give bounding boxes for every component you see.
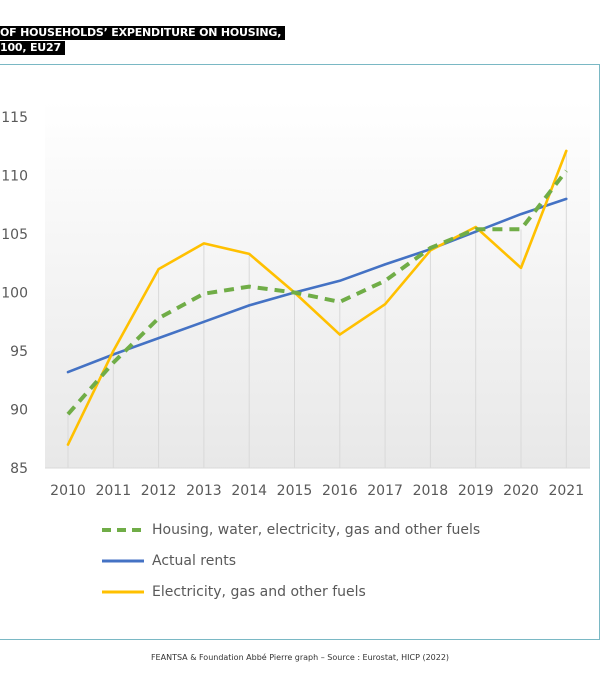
x-tick-label: 2015 — [277, 483, 313, 499]
legend-label-housing: Housing, water, electricity, gas and oth… — [152, 521, 481, 538]
y-tick-label: 95 — [10, 344, 28, 360]
y-tick-label: 100 — [1, 286, 28, 302]
x-tick-label: 2021 — [548, 483, 584, 499]
legend-swatch-electricity — [102, 590, 144, 593]
frame-top-border — [0, 64, 600, 65]
y-axis-ticks: 85 90 95 100 105 110 115 — [1, 110, 28, 477]
legend-item-housing: Housing, water, electricity, gas and oth… — [100, 514, 480, 545]
y-tick-label: 110 — [1, 169, 28, 185]
y-tick-label: 115 — [1, 110, 28, 126]
y-tick-label: 105 — [1, 227, 28, 243]
x-tick-label: 2011 — [95, 483, 131, 499]
legend-swatch-rents — [102, 559, 144, 562]
x-tick-label: 2020 — [503, 483, 539, 499]
frame-bottom-border — [0, 639, 600, 640]
legend: Housing, water, electricity, gas and oth… — [100, 514, 480, 607]
x-tick-label: 2012 — [141, 483, 177, 499]
series-line-housing — [66, 169, 568, 416]
x-axis-ticks: 2010 2011 2012 2013 2014 2015 2016 2017 2018 2019… — [50, 483, 584, 499]
legend-label-electricity: Electricity, gas and other fuels — [152, 583, 366, 600]
series-line-electricity — [66, 149, 568, 446]
source-footer: FEANTSA & Foundation Abbé Pierre graph –… — [150, 653, 450, 662]
chart-title-line-2: 100, EU27 — [0, 41, 65, 55]
plot-area — [45, 100, 590, 468]
legend-label-rents: Actual rents — [152, 552, 237, 569]
plot-background — [45, 100, 590, 468]
chart-title-line-1: OF HOUSEHOLDS’ EXPENDITURE ON HOUSING, — [0, 26, 286, 40]
y-tick-label: 85 — [10, 461, 28, 477]
legend-item-rents: Actual rents — [100, 545, 480, 576]
y-tick-label: 90 — [10, 403, 28, 419]
legend-item-electricity: Electricity, gas and other fuels — [100, 576, 480, 607]
x-tick-label: 2019 — [458, 483, 494, 499]
x-tick-label: 2013 — [186, 483, 222, 499]
x-tick-label: 2016 — [322, 483, 358, 499]
x-tick-label: 2010 — [50, 483, 86, 499]
x-tick-label: 2017 — [367, 483, 403, 499]
legend-swatch-housing — [102, 527, 144, 532]
x-tick-label: 2018 — [413, 483, 449, 499]
series-lines — [66, 149, 568, 446]
x-tick-label: 2014 — [231, 483, 267, 499]
